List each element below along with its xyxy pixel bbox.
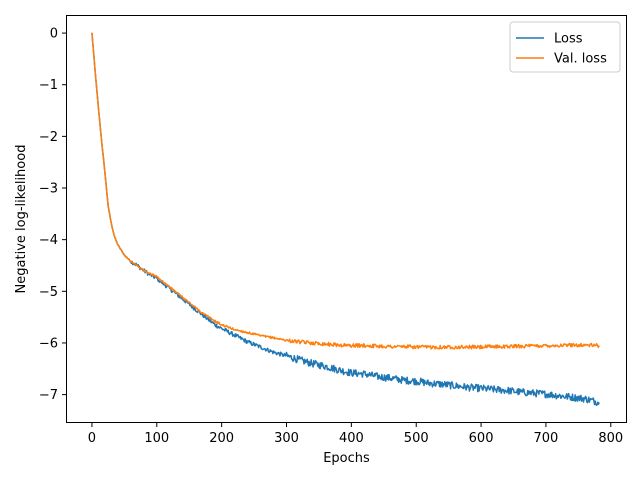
plot-frame: [66, 15, 627, 423]
x-axis-label: Epochs: [323, 451, 370, 466]
plot-area: [66, 15, 627, 423]
x-tick-label: 0: [88, 431, 96, 446]
y-axis-label: Negative log-likelihood: [14, 145, 29, 294]
y-tick-label: −2: [39, 130, 58, 145]
y-tick-label: −4: [39, 233, 58, 248]
x-tick-label: 800: [598, 431, 623, 446]
series-line-2: [91, 32, 600, 350]
x-tick-label: 200: [209, 431, 234, 446]
x-axis-ticks: 0 100 200 300 400 500 600 700 800: [88, 423, 623, 446]
series-layer: [91, 32, 600, 406]
y-tick-label: −3: [39, 182, 58, 197]
x-tick-label: 600: [469, 431, 494, 446]
y-tick-label: −5: [39, 285, 58, 300]
legend-frame: [509, 21, 621, 73]
y-tick-label: −1: [39, 78, 58, 93]
y-axis-ticks: 0 −1 −2 −3 −4 −5 −6 −7: [39, 27, 66, 403]
x-tick-label: 100: [144, 431, 169, 446]
x-tick-label: 400: [339, 431, 364, 446]
legend: Loss Val. loss: [509, 21, 621, 73]
legend-entry: Val. loss: [554, 52, 607, 67]
x-tick-label: 300: [274, 431, 299, 446]
y-tick-label: 0: [50, 27, 58, 42]
y-tick-label: −6: [39, 336, 58, 351]
y-tick-label: −7: [39, 388, 58, 403]
x-tick-label: 700: [534, 431, 559, 446]
x-tick-label: 500: [404, 431, 429, 446]
legend-entry: Loss: [554, 32, 583, 47]
